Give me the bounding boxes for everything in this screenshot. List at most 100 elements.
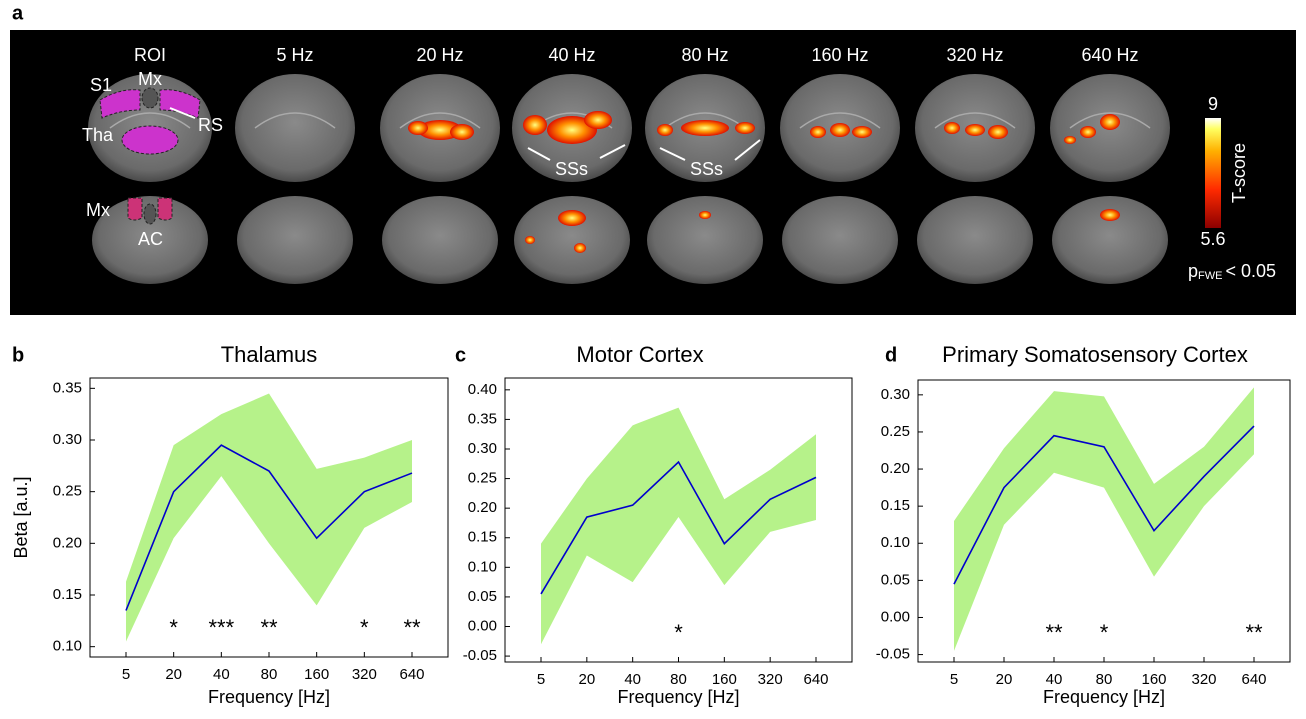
x-tick-label: 80 [670, 671, 687, 688]
annotation: SSs [555, 159, 588, 179]
x-tick-label: 320 [1191, 671, 1216, 688]
x-tick-label: 80 [1096, 671, 1113, 688]
y-tick-label: 0.25 [468, 470, 497, 487]
column-title: 640 Hz [1081, 45, 1138, 65]
roi-label: AC [138, 229, 163, 249]
activation [1100, 209, 1120, 221]
x-tick-label: 20 [165, 666, 182, 683]
roi-label: Mx [138, 69, 162, 89]
y-tick-label: 0.05 [881, 571, 910, 588]
activation [584, 111, 612, 129]
significance: * [674, 620, 683, 645]
y-tick-label: 0.20 [881, 460, 910, 477]
panel-label: c [455, 344, 466, 366]
brain-slice [237, 196, 353, 284]
y-axis-label: Beta [a.u.] [11, 476, 31, 558]
roi-label: S1 [90, 75, 112, 95]
threshold-p: p [1188, 261, 1198, 281]
y-tick-label: 0.20 [53, 534, 82, 551]
y-tick-label: 0.10 [468, 558, 497, 575]
significance: *** [208, 615, 234, 640]
panel-label: d [885, 344, 897, 366]
roi-label: Tha [82, 125, 114, 145]
figure: a S1 Mx RS Tha Mx AC SSs SSs 9 5.6 T-sco… [0, 0, 1306, 714]
brain-slice [235, 74, 355, 182]
activation [408, 121, 428, 135]
activation [944, 122, 960, 134]
brain-slice [917, 196, 1033, 284]
y-tick-label: -0.05 [876, 646, 910, 663]
y-tick-label: 0.40 [468, 381, 497, 398]
y-tick-label: 0.30 [881, 386, 910, 403]
brain-slice [647, 196, 763, 284]
activation [450, 124, 474, 140]
column-title: ROI [134, 45, 166, 65]
significance: ** [260, 615, 278, 640]
threshold-rest: < 0.05 [1225, 261, 1276, 281]
column-title: 5 Hz [276, 45, 313, 65]
x-axis-label: Frequency [Hz] [617, 687, 739, 707]
threshold-sub: FWE [1198, 270, 1222, 282]
significance: * [360, 615, 369, 640]
x-tick-label: 160 [712, 671, 737, 688]
brain-slice [382, 196, 498, 284]
x-tick-label: 5 [122, 666, 130, 683]
x-tick-label: 640 [399, 666, 424, 683]
activation [558, 210, 586, 226]
panel-label: b [12, 344, 24, 366]
x-tick-label: 320 [758, 671, 783, 688]
column-title: 80 Hz [681, 45, 728, 65]
chart-title: Thalamus [221, 342, 318, 367]
confidence-band [126, 394, 412, 642]
activation [1064, 136, 1076, 144]
annotation: SSs [690, 159, 723, 179]
y-tick-label: 0.00 [881, 608, 910, 625]
significance: ** [1245, 620, 1263, 645]
activation [1100, 114, 1120, 130]
y-tick-label: 0.15 [881, 497, 910, 514]
column-title: 20 Hz [416, 45, 463, 65]
y-tick-label: 0.10 [881, 534, 910, 551]
y-tick-label: 0.05 [468, 588, 497, 605]
activation [810, 126, 826, 138]
activation [525, 236, 535, 244]
y-tick-label: 0.25 [53, 483, 82, 500]
x-tick-label: 20 [578, 671, 595, 688]
activation [681, 120, 729, 136]
x-axis-label: Frequency [Hz] [208, 687, 330, 707]
column-title: 160 Hz [811, 45, 868, 65]
column-title: 40 Hz [548, 45, 595, 65]
x-tick-label: 80 [261, 666, 278, 683]
x-tick-label: 40 [1046, 671, 1063, 688]
x-tick-label: 640 [1241, 671, 1266, 688]
y-tick-label: 0.35 [53, 379, 82, 396]
significance: * [1100, 620, 1109, 645]
activation [699, 211, 711, 219]
activation [988, 125, 1008, 139]
y-tick-label: 0.15 [53, 586, 82, 603]
colorbar-min: 5.6 [1200, 229, 1225, 249]
x-tick-label: 5 [950, 671, 958, 688]
x-tick-label: 20 [996, 671, 1013, 688]
activation [830, 123, 850, 137]
x-tick-label: 320 [352, 666, 377, 683]
y-tick-label: 0.15 [468, 529, 497, 546]
x-axis-label: Frequency [Hz] [1043, 687, 1165, 707]
panel-label: a [12, 2, 24, 24]
y-tick-label: 0.30 [53, 431, 82, 448]
roi-label: RS [198, 115, 223, 135]
colorbar [1205, 118, 1221, 228]
chart-title: Primary Somatosensory Cortex [942, 342, 1248, 367]
activation [735, 122, 755, 134]
y-tick-label: 0.30 [468, 440, 497, 457]
activation [523, 115, 547, 135]
brain-slice [782, 196, 898, 284]
y-tick-label: 0.20 [468, 499, 497, 516]
activation [657, 124, 673, 136]
y-tick-label: 0.35 [468, 410, 497, 427]
y-tick-label: -0.05 [463, 647, 497, 664]
x-tick-label: 5 [537, 671, 545, 688]
x-tick-label: 160 [304, 666, 329, 683]
significance: ** [403, 615, 421, 640]
significance: ** [1045, 620, 1063, 645]
